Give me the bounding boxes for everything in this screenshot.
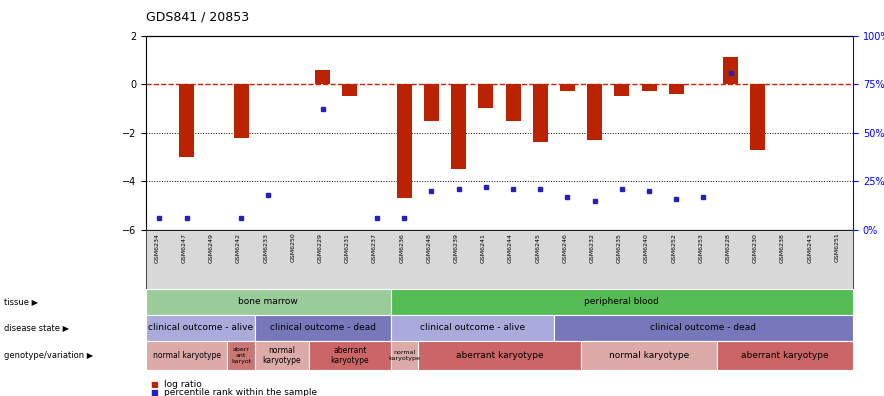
Text: GSM6241: GSM6241 bbox=[481, 232, 486, 263]
Bar bbox=[614, 84, 629, 96]
Text: tissue ▶: tissue ▶ bbox=[4, 297, 39, 307]
Text: peripheral blood: peripheral blood bbox=[584, 297, 659, 307]
Text: GSM6238: GSM6238 bbox=[780, 232, 785, 263]
Text: GSM6235: GSM6235 bbox=[617, 232, 621, 263]
Bar bbox=[642, 84, 657, 91]
Text: GSM6237: GSM6237 bbox=[372, 232, 377, 263]
Text: GSM6242: GSM6242 bbox=[236, 232, 241, 263]
Text: percentile rank within the sample: percentile rank within the sample bbox=[164, 388, 316, 396]
Text: GSM6239: GSM6239 bbox=[453, 232, 459, 263]
Text: GSM6245: GSM6245 bbox=[535, 232, 540, 263]
Text: GSM6251: GSM6251 bbox=[834, 232, 840, 263]
Text: GDS841 / 20853: GDS841 / 20853 bbox=[146, 11, 249, 24]
Text: GSM6228: GSM6228 bbox=[726, 232, 731, 263]
Text: GSM6248: GSM6248 bbox=[426, 232, 431, 263]
Text: GSM6234: GSM6234 bbox=[155, 232, 159, 263]
Text: log ratio: log ratio bbox=[164, 380, 202, 388]
Text: GSM6253: GSM6253 bbox=[698, 232, 704, 263]
Text: GSM6250: GSM6250 bbox=[291, 232, 295, 263]
Text: ■: ■ bbox=[150, 380, 158, 388]
Text: GSM6240: GSM6240 bbox=[644, 232, 649, 263]
Bar bbox=[342, 84, 357, 96]
Text: disease state ▶: disease state ▶ bbox=[4, 323, 70, 332]
Bar bbox=[397, 84, 412, 198]
Text: GSM6247: GSM6247 bbox=[181, 232, 187, 263]
Text: normal karyotype: normal karyotype bbox=[153, 351, 221, 360]
Bar bbox=[533, 84, 548, 142]
Bar bbox=[560, 84, 575, 91]
Bar bbox=[669, 84, 683, 94]
Text: clinical outcome - dead: clinical outcome - dead bbox=[270, 323, 376, 332]
Text: GSM6232: GSM6232 bbox=[590, 232, 595, 263]
Text: GSM6252: GSM6252 bbox=[671, 232, 676, 263]
Bar bbox=[587, 84, 602, 140]
Bar bbox=[451, 84, 466, 169]
Text: GSM6229: GSM6229 bbox=[317, 232, 323, 263]
Text: GSM6231: GSM6231 bbox=[345, 232, 350, 263]
Text: GSM6249: GSM6249 bbox=[209, 232, 214, 263]
Text: ■: ■ bbox=[150, 388, 158, 396]
Text: normal karyotype: normal karyotype bbox=[609, 351, 690, 360]
Bar bbox=[316, 70, 330, 84]
Text: normal
karyotype: normal karyotype bbox=[263, 346, 301, 365]
Text: genotype/variation ▶: genotype/variation ▶ bbox=[4, 351, 94, 360]
Bar bbox=[478, 84, 493, 109]
Text: GSM6244: GSM6244 bbox=[508, 232, 513, 263]
Text: bone marrow: bone marrow bbox=[239, 297, 298, 307]
Text: aberrant karyotype: aberrant karyotype bbox=[742, 351, 829, 360]
Bar bbox=[751, 84, 766, 150]
Text: normal
karyotype: normal karyotype bbox=[388, 350, 420, 361]
Bar bbox=[506, 84, 521, 120]
Text: GSM6230: GSM6230 bbox=[753, 232, 758, 263]
Bar bbox=[233, 84, 248, 137]
Text: GSM6243: GSM6243 bbox=[807, 232, 812, 263]
Text: clinical outcome - alive: clinical outcome - alive bbox=[148, 323, 253, 332]
Bar bbox=[723, 57, 738, 84]
Bar bbox=[424, 84, 439, 120]
Text: aberrant karyotype: aberrant karyotype bbox=[455, 351, 544, 360]
Text: aberrant
karyotype: aberrant karyotype bbox=[331, 346, 370, 365]
Text: clinical outcome - dead: clinical outcome - dead bbox=[651, 323, 757, 332]
Text: GSM6236: GSM6236 bbox=[400, 232, 404, 263]
Text: GSM6233: GSM6233 bbox=[263, 232, 268, 263]
Text: aberr
ant
karyot: aberr ant karyot bbox=[231, 347, 251, 364]
Text: clinical outcome - alive: clinical outcome - alive bbox=[420, 323, 525, 332]
Bar bbox=[179, 84, 194, 157]
Text: GSM6246: GSM6246 bbox=[562, 232, 568, 263]
